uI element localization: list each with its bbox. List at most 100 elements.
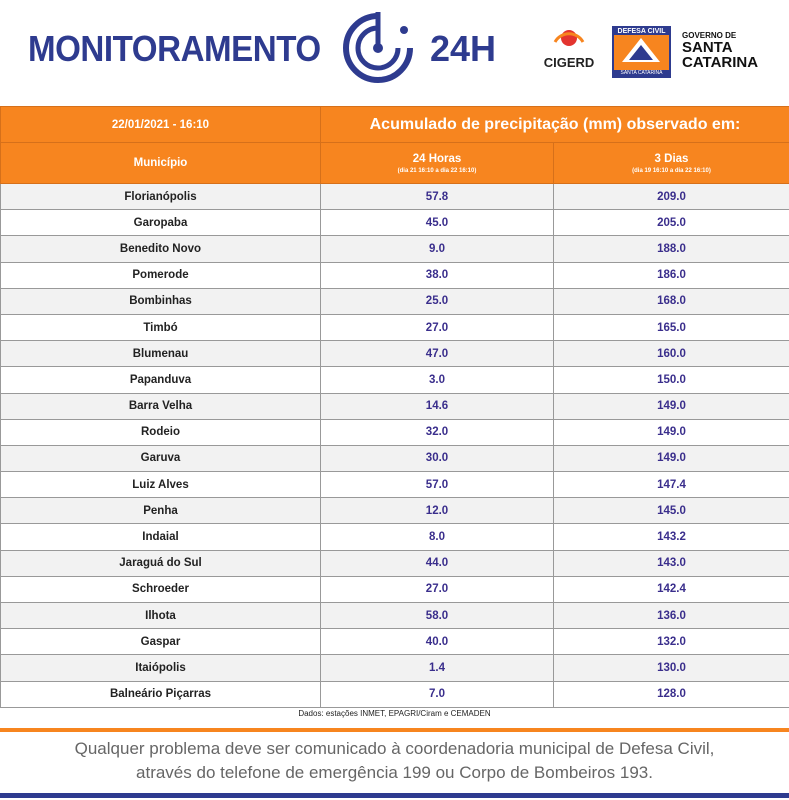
data-table: 22/01/2021 - 16:10 Acumulado de precipita… — [0, 106, 789, 708]
rain-value: 27.0 — [320, 575, 554, 604]
rain-value: 149.0 — [553, 392, 789, 420]
municipality: Balneário Piçarras — [0, 680, 321, 708]
rain-value: 160.0 — [553, 340, 789, 368]
rain-value: 7.0 — [320, 680, 554, 708]
rain-value: 165.0 — [553, 313, 789, 342]
rain-value: 3.0 — [320, 366, 554, 394]
rain-value: 38.0 — [320, 261, 554, 289]
data-row: Bombinhas 25.0 168.0 — [0, 287, 789, 315]
data-row: Gaspar 40.0 132.0 — [0, 628, 789, 656]
col-label: Município — [0, 142, 321, 184]
data-row: Benedito Novo 9.0 188.0 — [0, 235, 789, 263]
rain-value: 58.0 — [320, 601, 554, 630]
municipality: Bombinhas — [0, 287, 321, 315]
title-suffix: 24H — [430, 28, 497, 69]
defesa-civil-state: SANTA CATARINA — [614, 70, 669, 76]
municipality: Papanduva — [0, 366, 321, 394]
bottom-bar — [0, 793, 789, 798]
municipality: Itaiópolis — [0, 654, 321, 682]
rain-value: 143.2 — [553, 523, 789, 551]
table-body: 22/01/2021 - 16:10 Acumulado de precipita… — [0, 106, 789, 708]
rain-value: 9.0 — [320, 235, 554, 263]
municipality: Penha — [0, 497, 321, 525]
source: Dados: estações INMET, EPAGRI/Ciram e CE… — [298, 709, 491, 718]
data-row: Garopaba 45.0 205.0 — [0, 209, 789, 237]
rain-value: 205.0 — [553, 209, 789, 237]
rain-value: 186.0 — [553, 261, 789, 289]
rain-value: 44.0 — [320, 549, 554, 577]
data-row: Blumenau 47.0 160.0 — [0, 340, 789, 368]
data-row: Jaraguá do Sul 44.0 143.0 — [0, 549, 789, 577]
col-label: 24 Horas — [412, 152, 462, 165]
col-sub: (dia 19 16:10 a dia 22 16:10) — [632, 167, 711, 174]
rain-value: 8.0 — [320, 523, 554, 551]
governo-line1: GOVERNO DE — [682, 31, 737, 40]
municipality: Timbó — [0, 313, 321, 342]
municipality: Luiz Alves — [0, 471, 321, 499]
rain-value: 32.0 — [320, 418, 554, 446]
governo-logo: GOVERNO DE SANTA CATARINA — [682, 31, 777, 71]
datetime: 22/01/2021 - 16:10 — [0, 106, 321, 143]
footer-line: através do telefone de emergência 199 ou… — [136, 763, 653, 782]
rain-value: 12.0 — [320, 497, 554, 525]
radar-icon — [343, 12, 413, 83]
rain-value: 142.4 — [553, 575, 789, 604]
municipality: Garopaba — [0, 209, 321, 237]
municipality: Jaraguá do Sul — [0, 549, 321, 577]
rain-value: 209.0 — [553, 182, 789, 211]
data-row: Ilhota 58.0 136.0 — [0, 601, 789, 630]
defesa-civil-logo: DEFESA CIVIL SANTA CATARINA — [612, 26, 671, 78]
rain-value: 168.0 — [553, 287, 789, 315]
data-row: Florianópolis 57.8 209.0 — [0, 182, 789, 211]
rain-value: 145.0 — [553, 497, 789, 525]
data-row: Luiz Alves 57.0 147.4 — [0, 471, 789, 499]
municipality: Benedito Novo — [0, 235, 321, 263]
data-row: Indaial 8.0 143.2 — [0, 523, 789, 551]
rain-value: 25.0 — [320, 287, 554, 315]
rain-value: 143.0 — [553, 549, 789, 577]
governo-line3: CATARINA — [682, 54, 759, 71]
cigerd-icon — [553, 30, 585, 46]
col-cell: 24 Horas (dia 21 16:10 a dia 22 16:10) — [320, 142, 554, 184]
municipality: Indaial — [0, 523, 321, 551]
cigerd-logo: CIGERD — [540, 22, 598, 70]
heading: Acumulado de precipitação (mm) observado… — [320, 106, 789, 143]
rain-value: 47.0 — [320, 340, 554, 368]
rain-value: 147.4 — [553, 471, 789, 499]
data-row: Rodeio 32.0 149.0 — [0, 418, 789, 446]
data-row: Schroeder 27.0 142.4 — [0, 575, 789, 604]
rain-value: 14.6 — [320, 392, 554, 420]
col-sub: (dia 21 16:10 a dia 22 16:10) — [397, 167, 477, 174]
rain-value: 30.0 — [320, 444, 554, 473]
rain-value: 57.8 — [320, 182, 554, 211]
municipality: Barra Velha — [0, 392, 321, 420]
rain-value: 128.0 — [553, 680, 789, 708]
municipality: Blumenau — [0, 340, 321, 368]
col-cell: 3 Dias (dia 19 16:10 a dia 22 16:10) — [553, 142, 789, 184]
title: MONITORAMENTO — [28, 28, 321, 69]
rain-value: 149.0 — [553, 418, 789, 446]
footer-line: Qualquer problema deve ser comunicado à … — [74, 739, 715, 758]
rain-value: 132.0 — [553, 628, 789, 656]
data-row: Papanduva 3.0 150.0 — [0, 366, 789, 394]
rain-value: 45.0 — [320, 209, 554, 237]
data-row: Pomerode 38.0 186.0 — [0, 261, 789, 289]
municipality: Rodeio — [0, 418, 321, 446]
rain-value: 136.0 — [553, 601, 789, 630]
cigerd-text: CIGERD — [543, 55, 595, 70]
data-row: Balneário Piçarras 7.0 128.0 — [0, 680, 789, 708]
data-row: Penha 12.0 145.0 — [0, 497, 789, 525]
data-row: Timbó 27.0 165.0 — [0, 313, 789, 342]
municipality: Garuva — [0, 444, 321, 473]
rain-value: 150.0 — [553, 366, 789, 394]
rain-value: 57.0 — [320, 471, 554, 499]
column-row: Município 24 Horas (dia 21 16:10 a dia 22… — [0, 142, 789, 184]
municipality: Schroeder — [0, 575, 321, 604]
header: MONITORAMENTO 24H CIGERD DEFESA CIVIL SA… — [0, 0, 789, 106]
rain-value: 1.4 — [320, 654, 554, 682]
data-row: Barra Velha 14.6 149.0 — [0, 392, 789, 420]
col-label: 3 Dias — [654, 152, 689, 165]
rain-value: 188.0 — [553, 235, 789, 263]
defesa-civil-text: DEFESA CIVIL — [614, 28, 669, 35]
